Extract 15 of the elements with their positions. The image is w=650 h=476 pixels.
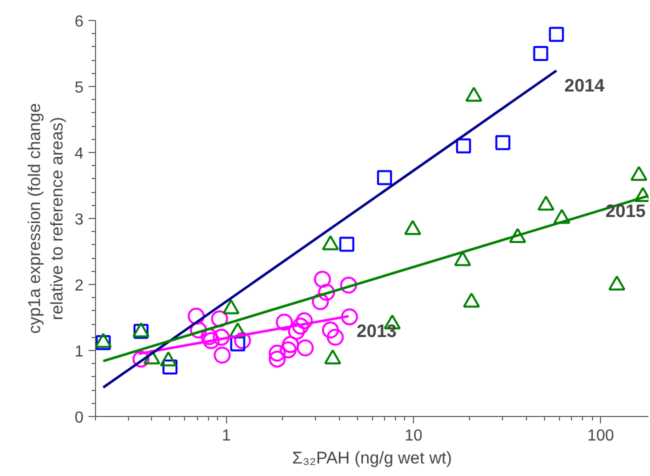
y-tick-label: 2 (74, 278, 84, 294)
y-tick-label: 0 (74, 410, 84, 426)
series-label: 2013 (356, 321, 397, 342)
x-tick-label: 10 (404, 428, 423, 444)
y-tick-label: 4 (74, 146, 84, 162)
y-tick-label: 3 (74, 212, 84, 228)
x-tick-label: 1 (222, 428, 231, 444)
x-axis-title: Σ₃₂PAH (ng/g wet wt) (292, 448, 452, 468)
y-tick-label: 6 (74, 14, 84, 30)
series-label: 2015 (606, 201, 646, 222)
x-tick-label: 100 (587, 428, 614, 444)
y-tick-label: 1 (74, 344, 84, 360)
series-label: 2014 (564, 76, 604, 96)
y-tick-label: 5 (74, 80, 84, 96)
y-axis-title: cyp1a expression (fold change relative to reference areas) (24, 103, 67, 334)
